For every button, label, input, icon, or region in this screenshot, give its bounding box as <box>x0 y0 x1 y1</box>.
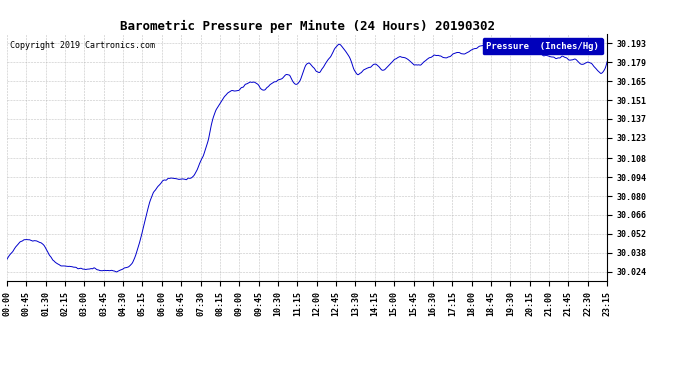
Legend: Pressure  (Inches/Hg): Pressure (Inches/Hg) <box>482 38 602 54</box>
Text: Copyright 2019 Cartronics.com: Copyright 2019 Cartronics.com <box>10 41 155 50</box>
Title: Barometric Pressure per Minute (24 Hours) 20190302: Barometric Pressure per Minute (24 Hours… <box>119 20 495 33</box>
